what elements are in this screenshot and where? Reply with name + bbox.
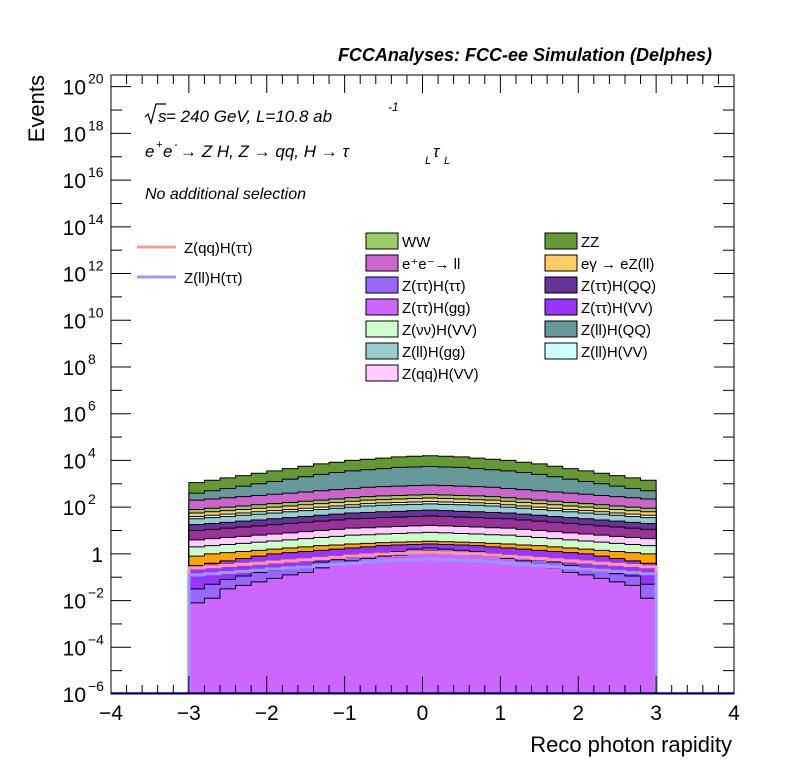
sqrt-symbol bbox=[144, 103, 166, 126]
background-legend-swatch bbox=[365, 232, 399, 250]
y-axis-label: Events bbox=[24, 75, 49, 142]
background-legend-label: eγ → eZ(ll) bbox=[581, 256, 654, 273]
background-legend-label: Z(qq)H(VV) bbox=[402, 366, 479, 383]
y-tick-label: 10 bbox=[63, 404, 86, 427]
background-legend-swatch bbox=[544, 254, 578, 272]
background-legend-swatch bbox=[544, 342, 578, 360]
background-legend-label: Z(ττ)H(gg) bbox=[402, 300, 471, 317]
signal-legend-label: Z(qq)H(ττ) bbox=[184, 240, 253, 257]
process-sub-1: L bbox=[425, 155, 431, 167]
y-tick-exponent: 14 bbox=[88, 211, 104, 227]
background-legend-label: Z(ll)H(gg) bbox=[402, 344, 465, 361]
signal-line-1 bbox=[187, 557, 658, 694]
chart-title: FCCAnalyses: FCC-ee Simulation (Delphes) bbox=[338, 45, 712, 65]
y-tick-exponent: 18 bbox=[88, 117, 104, 133]
background-legend: WW ZZ e⁺e⁻→ ll eγ → eZ(ll) Z(ττ)H(ττ) Z(ττ)H(… bbox=[365, 232, 656, 383]
x-tick-label: −4 bbox=[99, 702, 123, 725]
energy-annotation: s = 240 GeV, L=10.8 ab -1 bbox=[144, 100, 399, 126]
background-legend-label: Z(ττ)H(VV) bbox=[581, 300, 653, 317]
y-tick-exponent: 20 bbox=[88, 71, 104, 87]
background-legend-label: Z(νν)H(VV) bbox=[402, 322, 477, 339]
background-legend-swatch bbox=[544, 276, 578, 294]
y-tick-label: 10 bbox=[63, 684, 86, 707]
background-legend-swatch bbox=[544, 232, 578, 250]
x-tick-label: 3 bbox=[650, 702, 662, 725]
stack-layers bbox=[188, 455, 657, 695]
x-tick-label: −3 bbox=[177, 702, 201, 725]
background-legend-swatch bbox=[544, 298, 578, 316]
y-tick-exponent: 16 bbox=[88, 164, 104, 180]
process-annotation: e + e - → Z H, Z → qq, H → τ L τ L bbox=[145, 139, 450, 167]
x-tick-label: −2 bbox=[255, 702, 279, 725]
signal-line-0 bbox=[187, 550, 658, 694]
y-tick-label: 10 bbox=[63, 357, 86, 380]
y-tick-label: 10 bbox=[63, 170, 86, 193]
background-legend-swatch bbox=[365, 364, 399, 382]
x-tick-label: 4 bbox=[728, 702, 740, 725]
x-tick-label: 1 bbox=[495, 702, 507, 725]
process-tau-2: τ bbox=[433, 142, 441, 161]
y-tick-label: 10 bbox=[63, 591, 86, 614]
background-legend-swatch bbox=[365, 298, 399, 316]
process-e-plus: e bbox=[145, 142, 154, 161]
background-legend-label: e⁺e⁻→ ll bbox=[402, 256, 460, 273]
process-text: → Z H, Z → qq, H → τ bbox=[180, 142, 350, 161]
energy-s: s bbox=[158, 107, 167, 126]
energy-exponent: -1 bbox=[388, 100, 399, 114]
background-legend-label: Z(ll)H(QQ) bbox=[581, 322, 651, 339]
y-tick-label: 10 bbox=[63, 264, 86, 287]
x-axis: −4 −3 −2 −1 0 1 2 3 4 bbox=[99, 75, 740, 725]
x-tick-label: 0 bbox=[417, 702, 429, 725]
y-tick-exponent: 12 bbox=[88, 258, 104, 274]
y-tick-exponent: −2 bbox=[88, 585, 104, 601]
background-legend-swatch bbox=[365, 320, 399, 338]
x-axis-label: Reco photon rapidity bbox=[530, 732, 732, 757]
y-tick-exponent: 4 bbox=[88, 444, 96, 460]
process-sub-2: L bbox=[444, 155, 450, 167]
background-legend-swatch bbox=[365, 254, 399, 272]
y-tick-label: 10 bbox=[63, 310, 86, 333]
background-legend-label: WW bbox=[402, 234, 431, 251]
background-legend-label: Z(ττ)H(ττ) bbox=[402, 278, 466, 295]
y-tick-exponent: 6 bbox=[88, 398, 96, 414]
background-legend-swatch bbox=[544, 320, 578, 338]
signal-legend: Z(qq)H(ττ) Z(ll)H(ττ) bbox=[137, 240, 253, 287]
process-minus-sup: - bbox=[174, 139, 178, 151]
y-tick-exponent: −4 bbox=[88, 631, 104, 647]
y-tick-label: 10 bbox=[63, 217, 86, 240]
background-legend-swatch bbox=[365, 342, 399, 360]
x-tick-label: −1 bbox=[333, 702, 357, 725]
x-tick-label: 2 bbox=[572, 702, 584, 725]
selection-annotation: No additional selection bbox=[145, 186, 306, 203]
stack-layer-0 bbox=[188, 549, 657, 695]
signal-legend-label: Z(ll)H(ττ) bbox=[184, 270, 243, 287]
y-tick-label: 10 bbox=[63, 123, 86, 146]
y-tick-label: 10 bbox=[63, 77, 86, 100]
y-tick-label: 10 bbox=[63, 637, 86, 660]
background-legend-label: Z(ll)H(VV) bbox=[581, 344, 648, 361]
process-plus-sup: + bbox=[156, 139, 163, 151]
y-tick-label: 10 bbox=[63, 450, 86, 473]
y-tick-label: 1 bbox=[91, 544, 103, 567]
y-tick-label: 10 bbox=[63, 497, 86, 520]
y-tick-exponent: 8 bbox=[88, 351, 96, 367]
y-tick-exponent: −6 bbox=[88, 678, 104, 694]
y-tick-exponent: 10 bbox=[88, 304, 104, 320]
background-legend-label: Z(ττ)H(QQ) bbox=[581, 278, 656, 295]
process-e-minus: e bbox=[163, 142, 172, 161]
background-legend-swatch bbox=[365, 276, 399, 294]
y-tick-exponent: 2 bbox=[88, 491, 96, 507]
energy-text: = 240 GeV, L=10.8 ab bbox=[166, 107, 332, 126]
background-legend-label: ZZ bbox=[581, 234, 599, 251]
